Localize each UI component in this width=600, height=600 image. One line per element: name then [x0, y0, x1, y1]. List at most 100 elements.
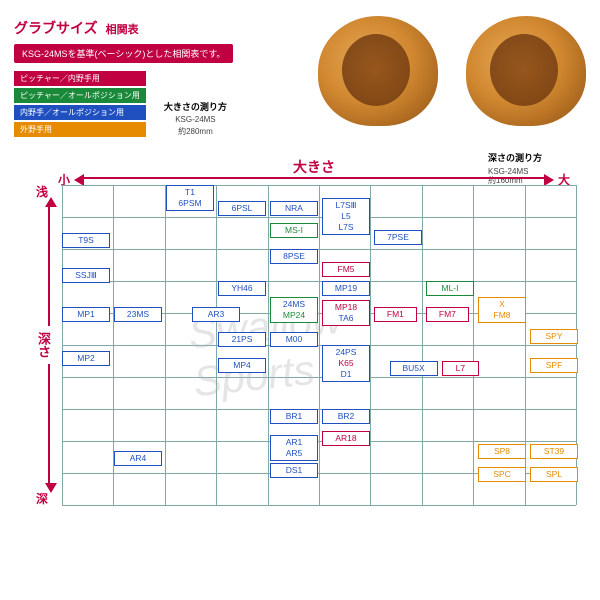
model-box-DS1: DS1: [270, 463, 318, 478]
box-line: SPF: [534, 360, 574, 371]
y-axis-label-bottom: 深: [36, 490, 48, 507]
box-line: AR18: [326, 433, 366, 444]
size-depth-chart: 小 大きさ 大 浅 深さ 深 Swallow Sports T9ST16PSM6…: [14, 153, 586, 511]
box-line: SPL: [534, 469, 574, 480]
page-title-sub: 相関表: [106, 21, 139, 37]
model-box-7PSE: 7PSE: [374, 230, 422, 245]
box-line: MP18: [326, 302, 366, 313]
box-line: L7SⅢ: [326, 200, 366, 211]
box-line: 8PSE: [274, 251, 314, 262]
y-axis-label-top: 浅: [36, 183, 48, 200]
glove-0-value: 約280mm: [178, 126, 213, 137]
box-line: MP2: [66, 353, 106, 364]
box-line: MP4: [222, 360, 262, 371]
box-line: NRA: [274, 203, 314, 214]
model-box-23MS: 23MS: [114, 307, 162, 322]
box-line: 24PS: [326, 347, 366, 358]
model-box-M00: M00: [270, 332, 318, 347]
model-box-SSJⅢ: SSJⅢ: [62, 268, 110, 283]
box-line: BR1: [274, 411, 314, 422]
box-line: TA6: [326, 313, 366, 324]
glove-0-label: 大きさの測り方: [164, 100, 227, 113]
box-line: T1: [170, 187, 210, 198]
model-box-SPF: SPF: [530, 358, 578, 373]
box-line: ST39: [534, 446, 574, 457]
model-box-SPC: SPC: [478, 467, 526, 482]
model-box-AR4: AR4: [114, 451, 162, 466]
model-box-21PS: 21PS: [218, 332, 266, 347]
legend-item-0: ピッチャー／内野手用: [14, 71, 146, 86]
box-line: BU5X: [394, 363, 434, 374]
box-line: FM1: [378, 309, 413, 320]
model-box-L7SⅢ: L7SⅢL5L7S: [322, 198, 370, 235]
model-box-FM5: FM5: [322, 262, 370, 277]
box-line: K65: [326, 358, 366, 369]
model-box-MP4: MP4: [218, 358, 266, 373]
box-line: 24MS: [274, 299, 314, 310]
legend-item-1: ピッチャー／オールポジション用: [14, 88, 146, 103]
x-axis-label-center: 大きさ: [285, 157, 343, 177]
model-box-YH46: YH46: [218, 281, 266, 296]
box-line: 6PSL: [222, 203, 262, 214]
model-box-X: XFM8: [478, 297, 526, 323]
box-line: M00: [274, 334, 314, 345]
model-box-ML-I: ML-I: [426, 281, 474, 296]
model-box-BU5X: BU5X: [390, 361, 438, 376]
box-line: BR2: [326, 411, 366, 422]
glove-image-depth: [466, 16, 586, 126]
legend-item-3: 外野手用: [14, 122, 146, 137]
box-line: MP19: [326, 283, 366, 294]
box-line: MP1: [66, 309, 106, 320]
page-title-main: グラブサイズ: [14, 18, 98, 38]
box-line: X: [482, 299, 522, 310]
box-line: FM5: [326, 264, 366, 275]
box-line: SPC: [482, 469, 522, 480]
legend-item-2: 内野手／オールポジション用: [14, 105, 146, 120]
model-box-MS-I: MS-I: [270, 223, 318, 238]
model-box-6PSL: 6PSL: [218, 201, 266, 216]
box-line: AR3: [196, 309, 236, 320]
legend: ピッチャー／内野手用ピッチャー／オールポジション用内野手／オールポジション用外野…: [14, 71, 146, 137]
box-line: AR5: [274, 448, 314, 459]
model-box-L7: L7: [442, 361, 480, 376]
model-box-SP8: SP8: [478, 444, 526, 459]
model-box-ST39: ST39: [530, 444, 578, 459]
box-line: DS1: [274, 465, 314, 476]
box-line: L7: [446, 363, 476, 374]
box-line: SPY: [534, 331, 574, 342]
box-line: ML-I: [430, 283, 470, 294]
model-box-8PSE: 8PSE: [270, 249, 318, 264]
model-box-SPY: SPY: [530, 329, 578, 344]
model-box-SPL: SPL: [530, 467, 578, 482]
box-line: D1: [326, 369, 366, 380]
model-box-24MS: 24MSMP24: [270, 297, 318, 323]
box-line: SP8: [482, 446, 522, 457]
box-line: L7S: [326, 222, 366, 233]
y-axis-label-center: 深さ: [34, 326, 53, 364]
glove-image-size: [318, 16, 438, 126]
box-line: AR4: [118, 453, 158, 464]
model-box-24PS: 24PSK65D1: [322, 345, 370, 382]
model-box-MP18: MP18TA6: [322, 300, 370, 326]
box-line: SSJⅢ: [66, 270, 106, 281]
model-box-T9S: T9S: [62, 233, 110, 248]
box-line: 7PSE: [378, 232, 418, 243]
glove-0-model: KSG-24MS: [175, 115, 215, 124]
box-line: MP24: [274, 310, 314, 321]
box-line: L5: [326, 211, 366, 222]
box-line: 23MS: [118, 309, 158, 320]
box-line: 6PSM: [170, 198, 210, 209]
subtitle-badge: KSG-24MSを基準(ベーシック)とした相関表です。: [14, 44, 233, 63]
model-box-FM1: FM1: [374, 307, 417, 322]
model-box-MP1: MP1: [62, 307, 110, 322]
x-axis-line: [80, 177, 548, 179]
model-box-AR1: AR1AR5: [270, 435, 318, 461]
box-line: YH46: [222, 283, 262, 294]
model-box-AR3: AR3: [192, 307, 240, 322]
model-box-BR1: BR1: [270, 409, 318, 424]
model-box-NRA: NRA: [270, 201, 318, 216]
model-box-BR2: BR2: [322, 409, 370, 424]
model-box-MP19: MP19: [322, 281, 370, 296]
model-box-AR18: AR18: [322, 431, 370, 446]
box-line: T9S: [66, 235, 106, 246]
